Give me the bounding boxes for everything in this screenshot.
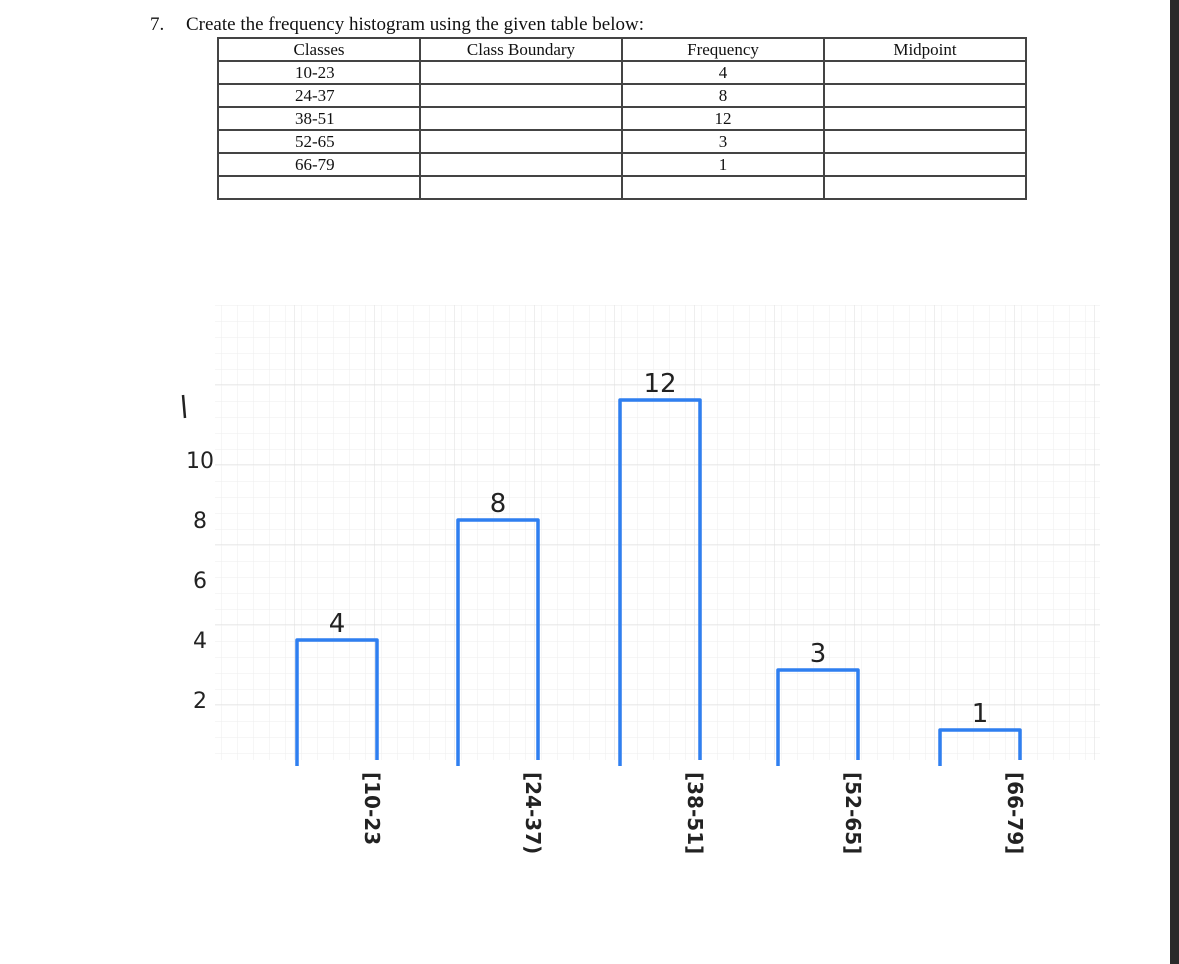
- table-row: 52-65 3: [217, 129, 1027, 154]
- table-row: 10-23 4: [217, 60, 1027, 85]
- empty-cell: [823, 175, 1027, 200]
- frequency-cell: 1: [621, 152, 825, 177]
- midpoint-cell: [823, 152, 1027, 177]
- bar: [295, 638, 379, 766]
- frequency-cell: 4: [621, 60, 825, 85]
- bar-label: 4: [329, 609, 346, 639]
- bar-label: 3: [810, 639, 827, 669]
- question: 7. Create the frequency histogram using t…: [150, 14, 644, 36]
- bar-label: 12: [643, 369, 676, 399]
- question-number: 7.: [150, 14, 165, 35]
- y-tick-label: 10: [186, 449, 214, 474]
- boundary-cell: [419, 83, 623, 108]
- x-category-label: [38-51]: [683, 772, 707, 854]
- boundary-cell: [419, 129, 623, 154]
- pen-stroke: [181, 394, 187, 419]
- table-row: [217, 175, 1027, 200]
- boundary-cell: [419, 60, 623, 85]
- table-row: 24-37 8: [217, 83, 1027, 108]
- header-cell: Frequency: [621, 37, 825, 62]
- class-cell: 10-23: [217, 60, 421, 85]
- class-cell: 38-51: [217, 106, 421, 131]
- midpoint-cell: [823, 83, 1027, 108]
- empty-cell: [217, 175, 421, 200]
- header-cell: Midpoint: [823, 37, 1027, 62]
- bar: [776, 668, 860, 766]
- empty-cell: [621, 175, 825, 200]
- class-cell: 66-79: [217, 152, 421, 177]
- bar-label: 1: [972, 699, 989, 729]
- midpoint-cell: [823, 60, 1027, 85]
- bar-label: 8: [490, 489, 507, 519]
- bar: [456, 518, 540, 766]
- table-row: 66-79 1: [217, 152, 1027, 177]
- grid-paper: [215, 305, 1100, 760]
- bar: [618, 398, 702, 766]
- class-cell: 24-37: [217, 83, 421, 108]
- table-body: 10-23 4 24-37 8 38-51 12 52-65 3 66-79 1: [217, 60, 1027, 200]
- x-category-label: [66-79]: [1003, 772, 1027, 854]
- y-tick-label: 6: [193, 569, 207, 594]
- y-tick-label: 4: [193, 629, 207, 654]
- frequency-cell: 8: [621, 83, 825, 108]
- frequency-cell: 3: [621, 129, 825, 154]
- x-category-label: [52-65]: [841, 772, 865, 854]
- bar: [938, 728, 1022, 766]
- y-tick-label: 2: [193, 689, 207, 714]
- header-cell: Classes: [217, 37, 421, 62]
- window-edge: [1170, 0, 1179, 964]
- frequency-table: Classes Class Boundary Frequency Midpoint 1…: [217, 37, 1027, 200]
- empty-cell: [419, 175, 623, 200]
- plot: 2 4 6 8 10 4 [10-23 8 [24-37) 12 [38-51] 3 [52-65] 1 […: [186, 369, 1027, 854]
- header-row: Classes Class Boundary Frequency Midpoint: [217, 37, 1027, 62]
- y-tick-label: 8: [193, 509, 207, 534]
- x-category-label: [10-23: [360, 772, 384, 845]
- class-cell: 52-65: [217, 129, 421, 154]
- boundary-cell: [419, 152, 623, 177]
- question-text: Create the frequency histogram using the…: [186, 14, 644, 35]
- midpoint-cell: [823, 129, 1027, 154]
- frequency-cell: 12: [621, 106, 825, 131]
- header-cell: Class Boundary: [419, 37, 623, 62]
- boundary-cell: [419, 106, 623, 131]
- x-category-label: [24-37): [521, 772, 545, 854]
- midpoint-cell: [823, 106, 1027, 131]
- table-row: 38-51 12: [217, 106, 1027, 131]
